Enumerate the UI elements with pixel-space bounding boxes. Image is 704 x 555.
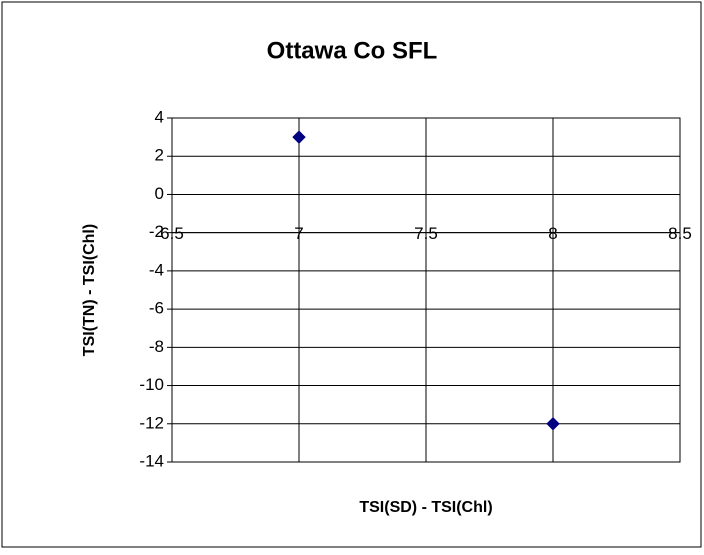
x-tick-label: 6.5 [160,224,184,243]
y-tick-label: 2 [155,146,164,165]
y-tick-label: 0 [155,184,164,203]
chart-title: Ottawa Co SFL [267,37,438,64]
y-tick-label: 4 [155,107,164,126]
x-tick-label: 8.5 [668,224,692,243]
x-axis-label: TSI(SD) - TSI(Chl) [359,499,492,516]
y-tick-label: -14 [139,451,164,470]
point [546,417,560,431]
y-tick-label: -8 [149,337,164,356]
point [292,130,306,144]
x-tick-label: 8 [548,224,557,243]
y-tick-label: -2 [149,222,164,241]
y-tick-label: -10 [139,375,164,394]
y-tick-label: -4 [149,260,164,279]
y-axis-label: TSI(TN) - TSI(Chl) [81,224,98,356]
y-tick-label: -6 [149,299,164,318]
y-tick-label: -12 [139,413,164,432]
x-tick-label: 7.5 [414,224,438,243]
x-tick-label: 7 [294,224,303,243]
